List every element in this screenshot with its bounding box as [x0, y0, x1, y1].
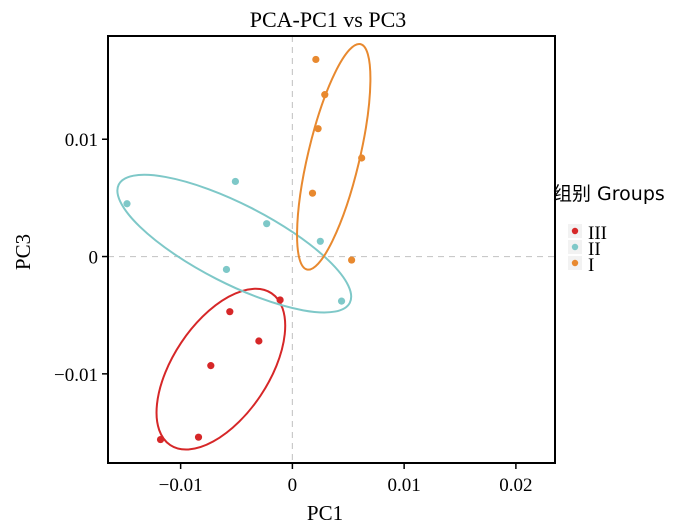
legend-label-ii: II — [588, 239, 601, 260]
point-group-ii — [222, 265, 231, 274]
point-group-iii — [207, 362, 215, 370]
chart-title: PCA-PC1 vs PC3 — [250, 7, 407, 32]
legend-key-iii — [571, 227, 579, 235]
ellipse-i — [296, 42, 372, 271]
legend-key-i — [571, 259, 579, 267]
y-tick-label: 0 — [89, 248, 99, 269]
ellipse-ii — [116, 173, 353, 314]
point-group-i — [314, 125, 322, 133]
legend-title: 组别 Groups — [553, 183, 665, 205]
point-group-ii — [263, 220, 271, 228]
point-group-iii — [226, 308, 234, 316]
plot-frame — [107, 35, 556, 464]
point-group-ii — [123, 200, 131, 208]
point-group-ii — [316, 237, 324, 245]
legend-label-i: I — [588, 255, 594, 276]
plot-area: −0.01 0 0.01 0.02 −0.01 0 0.01 — [54, 35, 556, 496]
x-tick-label: −0.01 — [159, 475, 203, 496]
x-tick-label: 0 — [288, 475, 298, 496]
y-axis-label: PC3 — [11, 234, 35, 270]
point-group-i — [321, 91, 329, 99]
x-tick-label: 0.01 — [388, 475, 421, 496]
point-group-iii — [276, 296, 284, 304]
point-group-ii — [231, 177, 239, 186]
point-group-i — [348, 256, 356, 264]
point-group-i — [358, 154, 366, 162]
x-tick-label: 0.02 — [499, 475, 532, 496]
y-tick-label: 0.01 — [65, 130, 98, 151]
ellipse-iii — [155, 287, 287, 451]
point-group-ii — [337, 297, 346, 305]
point-group-i — [308, 189, 317, 197]
point-group-iii — [255, 337, 263, 345]
legend-label-iii: III — [588, 223, 607, 244]
y-tick-label: −0.01 — [54, 365, 98, 386]
point-group-i — [312, 55, 320, 64]
point-group-iii — [156, 435, 165, 444]
point-group-iii — [194, 433, 203, 441]
x-axis-label: PC1 — [307, 501, 343, 525]
legend-key-ii — [571, 243, 579, 251]
